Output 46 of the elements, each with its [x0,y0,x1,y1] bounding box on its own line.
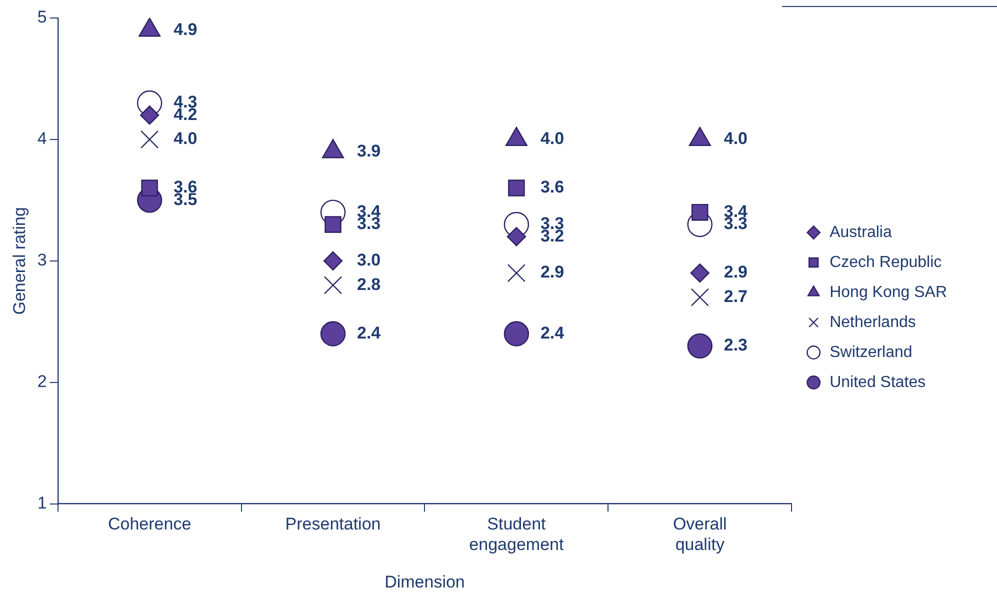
data-label: 4.9 [174,20,198,39]
data-label: 2.8 [357,274,381,294]
point [141,180,158,196]
data-label: 2.4 [540,323,565,342]
y-axis-title: General rating [10,207,29,315]
data-label: 3.9 [357,141,381,160]
point [324,276,342,294]
y-tick-label: 5 [37,8,47,27]
point [690,288,709,306]
point [687,333,712,359]
point [140,130,159,149]
point [504,321,530,346]
point [323,251,343,270]
data-label: 4.0 [174,129,198,148]
legend-label: Netherlands [830,314,916,331]
point [692,204,708,221]
data-label: 4.0 [724,129,748,148]
x-tick-label: Coherence [108,514,192,534]
point [324,216,342,233]
x-tick-label: Presentation [285,514,381,534]
data-label: 3.0 [357,250,381,270]
point [140,106,160,125]
legend-label: Australia [830,224,892,241]
point [507,264,526,282]
data-label: 2.4 [357,323,382,342]
y-tick-label: 1 [37,493,47,512]
data-label: 2.7 [724,287,748,306]
data-label: 2.3 [724,336,748,355]
data-label: 4.0 [540,129,564,148]
data-label: 2.9 [724,262,748,282]
legend-label: United States [830,374,926,391]
y-tick-label: 2 [37,372,47,392]
legend-label: Hong Kong SAR [830,284,947,301]
x-tick-label: Student engagement [469,514,564,554]
x-tick-label: Overall quality [672,514,727,554]
point [320,321,346,346]
point [506,227,526,246]
point [690,263,710,283]
legend-label: Switzerland [830,344,912,361]
y-tick-label: 3 [37,250,47,270]
legend-label: Czech Republic [830,254,942,271]
x-axis-title: Dimension [384,572,465,592]
y-tick-label: 4 [37,129,47,148]
data-label: 3.6 [540,178,564,197]
point [508,180,525,196]
data-label: 2.9 [540,262,564,282]
